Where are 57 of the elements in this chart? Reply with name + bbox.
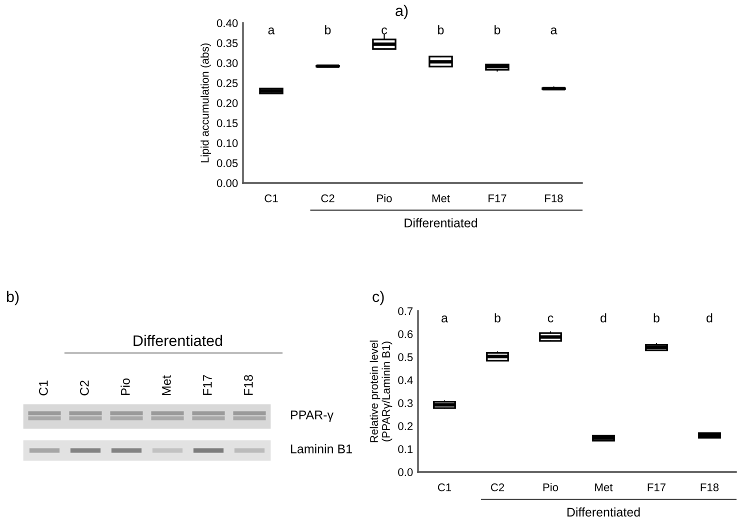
annotation: b: [494, 25, 500, 34]
annotation: d: [706, 313, 712, 322]
text: b): [6, 290, 19, 306]
annotation: a: [268, 28, 275, 34]
text: Differentiated: [134, 334, 222, 346]
y-tick-label: 0.2: [398, 422, 413, 430]
x-tick-label: C2: [321, 194, 334, 202]
x-tick-label: F17: [488, 194, 506, 202]
category-label: F17: [203, 375, 212, 395]
y-tick-label: 0.1: [398, 445, 413, 454]
text: Differentiated: [567, 507, 640, 517]
text: Laminin B1: [291, 444, 352, 454]
y-tick-label: 0.5: [398, 353, 413, 362]
annotation: b: [438, 25, 444, 34]
y-tick-label: 0.0: [398, 468, 413, 476]
x-tick-label: F18: [700, 483, 719, 492]
annotation: d: [600, 313, 606, 322]
x-tick-label: Pio: [543, 483, 558, 492]
category-label: C2: [80, 380, 89, 396]
x-tick-label: Met: [595, 484, 613, 492]
category-label: Pio: [120, 378, 130, 395]
y-tick-label: 0.3: [398, 399, 413, 408]
text: PPAR-γ: [291, 410, 334, 422]
y-tick-label: 0.20: [216, 99, 238, 108]
y-tick-label: 0.10: [216, 139, 238, 148]
y-tick-label: 0.4: [398, 376, 413, 384]
x-tick-label: Pio: [377, 194, 392, 202]
y-axis-title: Relative protein level (PPARγ/Laminin B1): [370, 340, 392, 442]
annotation: b: [654, 313, 660, 322]
x-tick-label: C1: [264, 194, 278, 202]
x-tick-label: Met: [432, 194, 450, 202]
text: Differentiated: [404, 218, 478, 228]
y-tick-label: 0.15: [216, 119, 238, 128]
y-tick-label: 0.6: [398, 330, 413, 338]
category-label: C1: [39, 380, 48, 396]
y-tick-label: 0.30: [216, 59, 238, 68]
y-tick-label: 0.25: [216, 79, 238, 88]
annotation: c: [382, 28, 388, 34]
y-tick-label: 0.05: [216, 159, 238, 168]
x-tick-label: F18: [545, 194, 563, 202]
y-tick-label: 0.40: [216, 19, 238, 28]
x-tick-label: F17: [648, 484, 666, 492]
annotation: b: [494, 313, 500, 322]
annotation: a: [550, 28, 558, 34]
chart-title: c): [372, 290, 384, 306]
category-label: Met: [162, 375, 171, 395]
y-axis-title: Lipid accumulation (abs): [200, 43, 211, 162]
y-tick-label: 0.00: [216, 179, 238, 188]
x-tick-label: C2: [490, 483, 504, 492]
annotation: a: [442, 316, 448, 322]
annotation: c: [548, 316, 554, 322]
x-tick-label: C1: [438, 483, 452, 492]
annotation: b: [325, 25, 331, 34]
y-tick-label: 0.7: [398, 307, 413, 316]
chart-title: a): [396, 4, 408, 20]
y-tick-label: 0.35: [216, 39, 238, 48]
category-label: F18: [244, 375, 253, 395]
